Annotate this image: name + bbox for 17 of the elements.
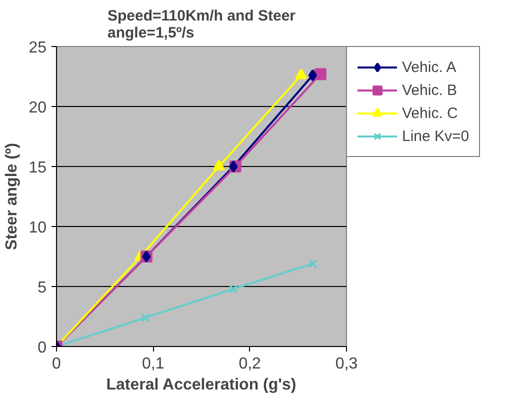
y-tick-label: 25 [28, 40, 47, 56]
x-tick-label: 0 [52, 356, 62, 372]
y-axis-title: Steer angle (º) [4, 142, 21, 250]
x-tick-label: 0,1 [142, 356, 164, 372]
legend-label: Vehic. B [402, 82, 458, 98]
y-tick-label: 5 [38, 280, 47, 296]
y-tick-label: 15 [28, 160, 47, 176]
legend-label: Vehic. C [402, 104, 458, 122]
y-tick-label: 10 [28, 220, 47, 236]
x-tick-label: 0,3 [335, 356, 358, 372]
x-tick-label: 0,2 [238, 356, 262, 372]
legend-label: Vehic. A [402, 58, 456, 76]
legend-label: Line Kv=0 [402, 128, 470, 144]
chart-title: Speed=110Km/h and Steer angle=1,5º/s [108, 8, 296, 42]
y-tick-label: 20 [28, 100, 47, 116]
x-axis-title: Lateral Acceleration (g's) [106, 376, 296, 394]
y-tick-label: 0 [38, 340, 47, 356]
